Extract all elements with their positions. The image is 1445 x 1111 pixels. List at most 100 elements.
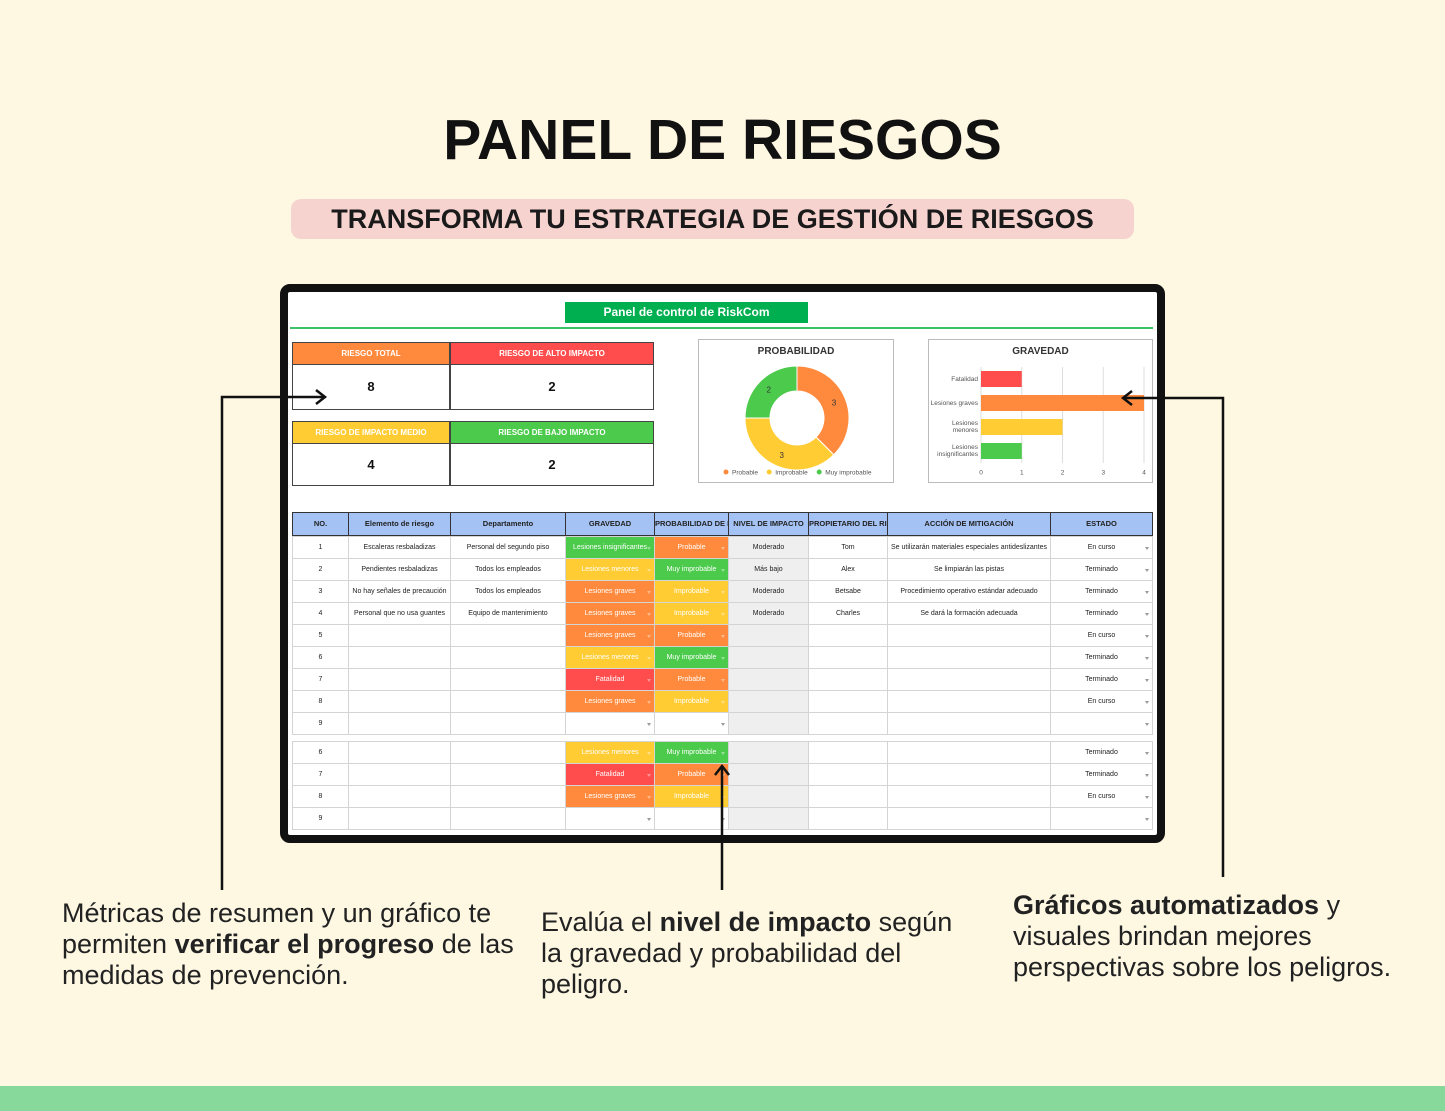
dropdown-arrow <box>647 700 651 704</box>
table-cell <box>808 712 888 735</box>
table-cell: Todos los empleados <box>450 580 566 603</box>
dropdown-arrow <box>647 817 651 821</box>
dropdown-arrow <box>1145 612 1149 616</box>
table-cell: Charles <box>808 602 888 625</box>
chart-title: GRAVEDAD <box>1012 346 1069 357</box>
table-cell: En curso <box>1050 536 1153 559</box>
table-cell: 6 <box>292 741 349 764</box>
table-cell: Alex <box>808 558 888 581</box>
dropdown-arrow <box>1145 634 1149 638</box>
table-cell <box>808 785 888 808</box>
table-cell: Improbable <box>654 690 729 713</box>
table-cell <box>808 763 888 786</box>
chart-title: PROBABILIDAD <box>757 346 835 357</box>
table-cell: Escaleras resbaladizas <box>348 536 451 559</box>
metric-value: 8 <box>292 365 450 410</box>
dropdown-arrow <box>647 568 651 572</box>
dropdown-arrow <box>721 656 725 660</box>
table-cell: Equipo de mantenimiento <box>450 602 566 625</box>
dropdown-arrow <box>721 612 725 616</box>
annotation-segment: verificar el progreso <box>174 929 435 959</box>
table-cell <box>348 785 451 808</box>
annotation-segment: Métricas de resumen y un gráfico te perm… <box>62 898 492 959</box>
table-cell <box>348 741 451 764</box>
table-cell <box>728 646 809 669</box>
table-cell <box>887 668 1051 691</box>
table-cell <box>808 624 888 647</box>
table-cell: Muy improbable <box>654 741 729 764</box>
y-tick-label: Fatalidad <box>951 375 978 383</box>
dropdown-arrow <box>647 656 651 660</box>
table-cell <box>808 668 888 691</box>
table-cell <box>728 807 809 830</box>
table-cell <box>728 668 809 691</box>
table-cell: Terminado <box>1050 668 1153 691</box>
table-cell: Improbable <box>654 580 729 603</box>
table-cell <box>348 668 451 691</box>
dropdown-arrow <box>721 700 725 704</box>
annotation-segment: Gráficos automatizados <box>1013 890 1320 920</box>
table-cell: Lesiones menores <box>565 558 655 581</box>
table-cell: Probable <box>654 536 729 559</box>
table-header: Departamento <box>450 512 566 536</box>
y-tick-label: Lesiones insignificantes <box>937 444 978 458</box>
dropdown-arrow <box>721 546 725 550</box>
metric-value: 2 <box>450 444 654 486</box>
table-cell: En curso <box>1050 785 1153 808</box>
table-cell: Betsabe <box>808 580 888 603</box>
table-cell <box>887 785 1051 808</box>
table-header: PROBABILIDAD DE RIESGO <box>654 512 729 536</box>
table-cell: 6 <box>292 646 349 669</box>
table-cell: Terminado <box>1050 646 1153 669</box>
table-cell: Lesiones graves <box>565 580 655 603</box>
table-cell: Lesiones insignificantes <box>565 536 655 559</box>
table-cell <box>450 668 566 691</box>
dropdown-arrow <box>1145 678 1149 682</box>
metric-label: RIESGO DE BAJO IMPACTO <box>450 421 654 444</box>
table-cell <box>348 646 451 669</box>
table-cell: Improbable <box>654 785 729 808</box>
table-cell: En curso <box>1050 690 1153 713</box>
table-cell: Moderado <box>728 602 809 625</box>
table-cell: Se limpiarán las pistas <box>887 558 1051 581</box>
dropdown-arrow <box>647 678 651 682</box>
dropdown-arrow <box>721 773 725 777</box>
table-cell: No hay señales de precaución <box>348 580 451 603</box>
table-cell <box>808 690 888 713</box>
table-cell: 7 <box>292 763 349 786</box>
table-cell <box>654 807 729 830</box>
table-cell <box>450 646 566 669</box>
dropdown-arrow <box>1145 546 1149 550</box>
sheet-title-rule <box>290 327 1153 329</box>
metric-label: RIESGO TOTAL <box>292 342 450 365</box>
subtitle-pill <box>291 199 1134 239</box>
table: NO. Elemento de riesgo Departamento GRAVEDA… <box>292 512 1153 832</box>
table-cell: Fatalidad <box>565 763 655 786</box>
table-header: NIVEL DE IMPACTO <box>728 512 809 536</box>
bottom-strip <box>0 1086 1445 1111</box>
table-cell: Fatalidad <box>565 668 655 691</box>
table-cell: 1 <box>292 536 349 559</box>
dropdown-arrow <box>647 546 651 550</box>
metric-value: 2 <box>450 365 654 410</box>
table-cell: Muy improbable <box>654 558 729 581</box>
table-cell <box>728 712 809 735</box>
table-cell: 9 <box>292 712 349 735</box>
annotation-segment: nivel de impacto <box>659 907 872 937</box>
table-cell: Terminado <box>1050 558 1153 581</box>
table-header: ESTADO <box>1050 512 1153 536</box>
annotation-segment: y visuales brindan mejores perspectivas … <box>1013 890 1392 982</box>
table-cell: 8 <box>292 785 349 808</box>
table-cell <box>348 624 451 647</box>
table-cell: 7 <box>292 668 349 691</box>
dropdown-arrow <box>1145 568 1149 572</box>
dropdown-arrow <box>647 773 651 777</box>
dropdown-arrow <box>1145 722 1149 726</box>
dropdown-arrow <box>721 590 725 594</box>
table-cell <box>808 807 888 830</box>
table-cell: Probable <box>654 763 729 786</box>
table-cell <box>450 712 566 735</box>
table-cell <box>1050 712 1153 735</box>
table-cell <box>565 807 655 830</box>
